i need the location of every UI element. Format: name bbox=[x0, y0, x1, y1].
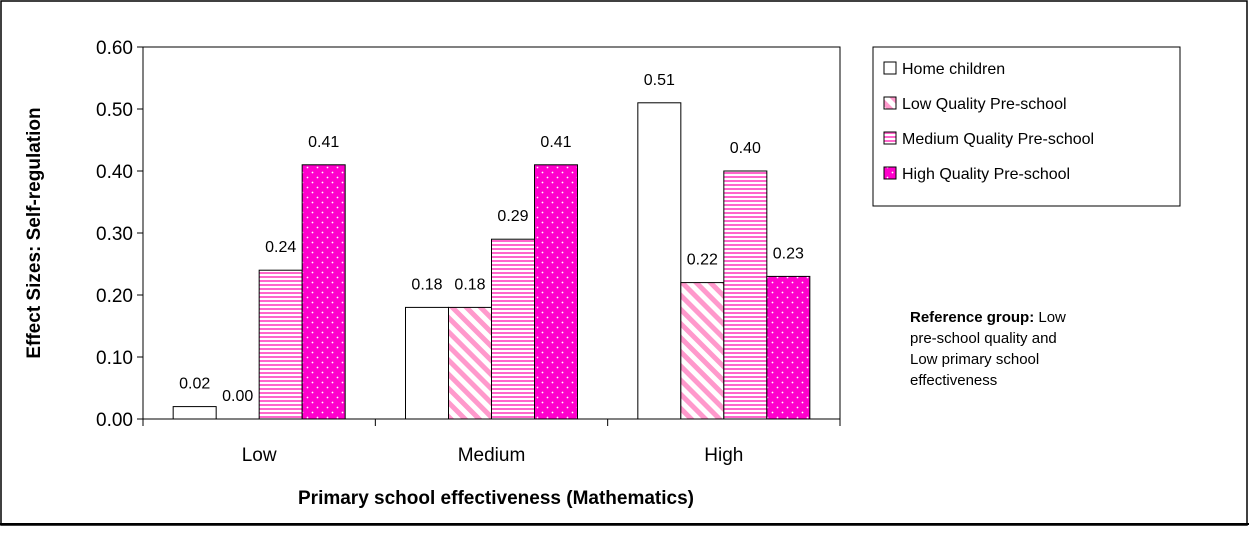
bar-value-label: 0.18 bbox=[411, 276, 442, 293]
bar bbox=[491, 238, 535, 420]
bar-value-label: 0.00 bbox=[222, 388, 253, 405]
bar-value-label: 0.02 bbox=[179, 376, 210, 393]
reference-note-line-1: Reference group: Low bbox=[910, 309, 1066, 326]
bars bbox=[172, 102, 811, 420]
x-tick-label: Low bbox=[242, 445, 277, 466]
y-tick-label: 0.60 bbox=[96, 38, 133, 59]
reference-note: Reference group: Low pre-school quality … bbox=[910, 309, 1066, 389]
reference-note-line-1-text: Low bbox=[1034, 309, 1066, 326]
y-tick-label: 0.40 bbox=[96, 162, 133, 183]
x-tick-label: Medium bbox=[458, 445, 526, 466]
bar bbox=[301, 164, 346, 420]
bar-value-label: 0.41 bbox=[308, 134, 339, 151]
x-axis-title: Primary school effectiveness (Mathematic… bbox=[298, 488, 694, 509]
reference-note-line-4: effectiveness bbox=[910, 372, 997, 389]
bar bbox=[258, 269, 303, 420]
bar-labels: 0.02 0.00 0.24 0.41 0.18 0.18 0.29 0.41 0.51 0.22… bbox=[179, 72, 804, 405]
y-tick-label: 0.50 bbox=[96, 100, 133, 121]
y-axis-title: Effect Sizes: Self-regulation bbox=[24, 107, 45, 358]
bar bbox=[723, 170, 768, 420]
bar-value-label: 0.24 bbox=[265, 239, 296, 256]
reference-note-line-2: pre-school quality and bbox=[910, 330, 1057, 347]
legend-swatch bbox=[883, 61, 897, 75]
legend-label: Low Quality Pre-school bbox=[902, 96, 1067, 113]
legend-label: Home children bbox=[902, 61, 1005, 78]
y-tick-label: 0.20 bbox=[96, 286, 133, 307]
legend-box bbox=[872, 46, 1181, 207]
y-axis: 0.00 0.10 0.20 0.30 0.40 0.50 0.60 bbox=[96, 38, 143, 431]
reference-note-line-3: Low primary school bbox=[910, 351, 1039, 368]
y-tick-label: 0.30 bbox=[96, 224, 133, 245]
bar-value-label: 0.18 bbox=[454, 276, 485, 293]
bar bbox=[766, 275, 811, 420]
bar-value-label: 0.22 bbox=[687, 252, 718, 269]
reference-note-bold: Reference group: bbox=[910, 309, 1034, 326]
frame-bottom-line bbox=[0, 523, 1249, 525]
bar-value-label: 0.41 bbox=[540, 134, 571, 151]
bar-value-label: 0.23 bbox=[773, 245, 804, 262]
legend-label: High Quality Pre-school bbox=[902, 166, 1070, 183]
bar bbox=[405, 306, 449, 420]
y-tick-label: 0.10 bbox=[96, 348, 133, 369]
bar bbox=[172, 406, 217, 420]
y-tick-label: 0.00 bbox=[96, 410, 133, 431]
legend: Home children Low Quality Pre-school Mediu… bbox=[872, 46, 1181, 207]
bar bbox=[534, 164, 578, 420]
x-tick-label: High bbox=[704, 445, 743, 466]
legend-swatch bbox=[883, 166, 897, 180]
bar bbox=[680, 282, 725, 420]
bar-value-label: 0.40 bbox=[730, 140, 761, 157]
legend-swatch bbox=[883, 96, 897, 110]
bar bbox=[448, 306, 492, 420]
x-axis: Low Medium High bbox=[142, 419, 841, 466]
bar bbox=[637, 102, 682, 420]
bar-value-label: 0.51 bbox=[644, 72, 675, 89]
legend-swatch bbox=[883, 131, 897, 145]
legend-label: Medium Quality Pre-school bbox=[902, 131, 1094, 148]
bar-value-label: 0.29 bbox=[497, 208, 528, 225]
